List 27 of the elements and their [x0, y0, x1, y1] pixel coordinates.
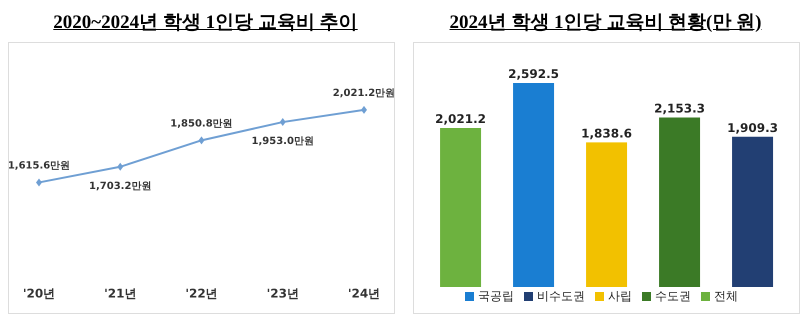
x-tick-label: '24년 [348, 286, 380, 301]
legend-label: 국공립 [478, 289, 514, 303]
x-tick-label: '23년 [266, 286, 299, 301]
point [36, 178, 42, 186]
legend-label: 비수도권 [537, 289, 585, 303]
x-tick-label: '20년 [22, 286, 56, 301]
data-label: 1,953.0만원 [252, 136, 314, 148]
data-label: 1,615.6만원 [8, 160, 70, 172]
data-label: 1,703.2만원 [89, 180, 152, 192]
x-tick-label: '22년 [185, 286, 218, 301]
point [117, 162, 124, 171]
chart-title: 2020~2024년 학생 1인당 교육비 추이 [52, 11, 359, 35]
chart-title: 2024년 학생 1인당 교육비 현황(만 원) [448, 11, 762, 35]
data-label: 2,153.3 [654, 102, 705, 116]
data-label: 1,909.3 [727, 120, 778, 135]
data-label: 2,592.5 [508, 67, 559, 81]
data-label: 2,021.2 [435, 112, 486, 126]
legend-label: 사립 [608, 289, 632, 303]
point [361, 106, 367, 114]
legend-label: 전체 [714, 289, 738, 303]
point [198, 136, 204, 144]
x-tick-label: '21년 [104, 286, 136, 301]
legend-label: 수도권 [655, 289, 691, 303]
data-label: 2,021.2만원 [332, 88, 396, 99]
data-label: 1,838.6 [581, 126, 632, 140]
data-label: 1,850.8만원 [170, 118, 233, 130]
point [280, 118, 286, 126]
